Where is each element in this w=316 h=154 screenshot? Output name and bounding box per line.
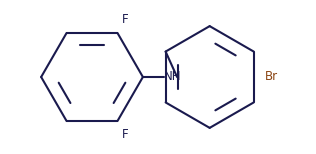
Text: F: F xyxy=(122,13,129,26)
Text: Br: Br xyxy=(264,71,278,83)
Text: NH: NH xyxy=(164,71,182,83)
Text: F: F xyxy=(122,128,129,141)
